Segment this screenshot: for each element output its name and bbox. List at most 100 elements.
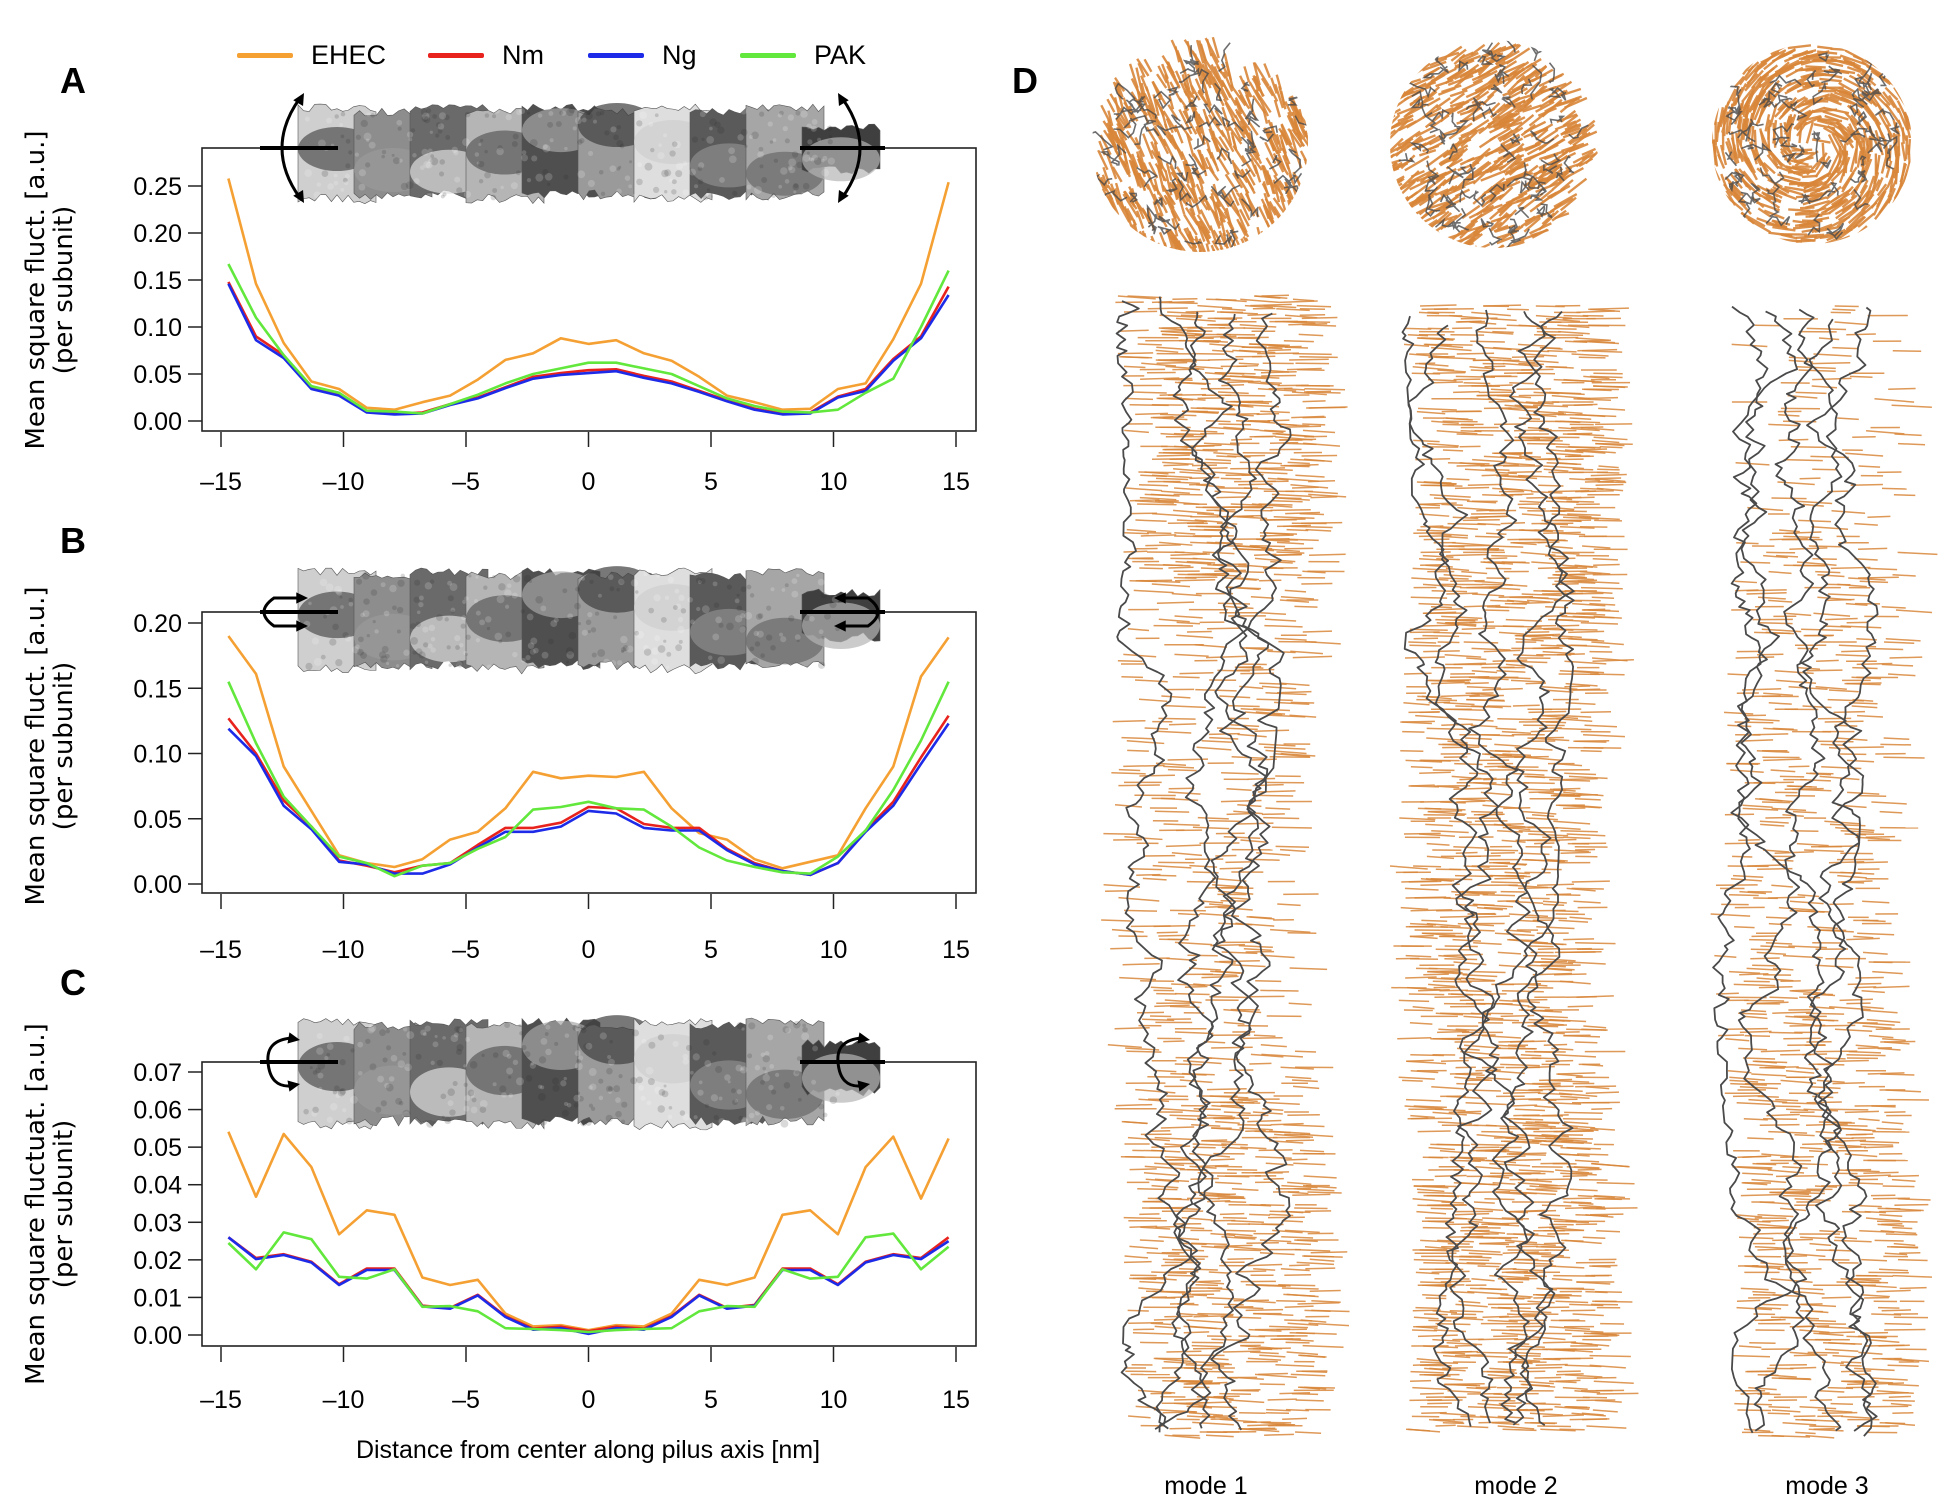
displacement-vector — [1591, 439, 1620, 444]
protein-texture — [754, 1064, 761, 1071]
displacement-vector — [1390, 167, 1400, 177]
protein-texture — [529, 139, 538, 147]
displacement-vector — [1310, 1251, 1348, 1254]
displacement-vector — [1599, 446, 1623, 449]
displacement-vector — [1456, 800, 1486, 803]
displacement-vector — [1162, 1411, 1198, 1414]
displacement-vector — [1238, 944, 1273, 949]
displacement-vector — [1247, 120, 1259, 136]
displacement-vector — [1123, 365, 1146, 369]
protein-texture — [436, 1059, 443, 1067]
displacement-vector — [1390, 160, 1393, 171]
displacement-vector — [1284, 1305, 1314, 1308]
protein-texture — [749, 135, 754, 140]
protein-texture — [784, 583, 789, 588]
displacement-vector — [1416, 1210, 1447, 1215]
protein-texture — [566, 1102, 572, 1108]
displacement-vector — [1538, 1085, 1574, 1088]
displacement-vector — [1455, 705, 1488, 708]
protein-texture — [555, 121, 562, 127]
displacement-vector — [1165, 191, 1175, 209]
displacement-vector — [1259, 1252, 1295, 1256]
displacement-vector — [1108, 133, 1118, 150]
displacement-vector — [1309, 1289, 1341, 1292]
displacement-vector — [1151, 583, 1191, 588]
protein-texture — [770, 644, 776, 651]
protein-texture — [470, 1090, 476, 1096]
displacement-vector — [1470, 369, 1492, 372]
displacement-vector — [1210, 192, 1219, 219]
displacement-vector — [1123, 1216, 1162, 1220]
displacement-vector — [1126, 1050, 1162, 1053]
displacement-vector — [1473, 1201, 1495, 1204]
displacement-vector — [1478, 1337, 1519, 1341]
displacement-vector — [1417, 1204, 1454, 1207]
displacement-vector — [1145, 544, 1181, 547]
protein-texture — [770, 587, 775, 592]
protein-texture — [811, 118, 818, 125]
displacement-vector — [1575, 1214, 1609, 1217]
displacement-vector — [1538, 336, 1579, 339]
displacement-vector — [1176, 634, 1214, 639]
displacement-vector — [1598, 465, 1619, 469]
protein-texture — [598, 1078, 604, 1084]
displacement-vector — [1421, 919, 1448, 922]
protein-texture — [535, 595, 544, 604]
displacement-vector — [1191, 365, 1224, 370]
displacement-vector — [1458, 718, 1494, 722]
displacement-vector — [1454, 1354, 1486, 1357]
protein-texture — [751, 657, 759, 666]
displacement-vector — [1564, 685, 1591, 688]
displacement-vector — [1223, 514, 1262, 518]
displacement-vector — [1275, 74, 1283, 91]
protein-texture — [630, 579, 639, 587]
displacement-vector — [1176, 621, 1200, 625]
displacement-vector — [1163, 1040, 1185, 1043]
x-tick-label: –15 — [200, 936, 242, 964]
protein-texture — [663, 133, 668, 138]
displacement-vector — [1163, 1158, 1189, 1161]
protein-texture — [333, 180, 339, 186]
displacement-vector — [1137, 62, 1146, 78]
displacement-vector — [1186, 192, 1196, 216]
displacement-vector — [1264, 429, 1286, 433]
displacement-vector — [1101, 188, 1114, 205]
displacement-vector — [1124, 532, 1149, 535]
displacement-vector — [1570, 644, 1610, 648]
displacement-vector — [1208, 70, 1221, 95]
displacement-vector — [1555, 618, 1590, 623]
displacement-vector — [1569, 1418, 1610, 1421]
displacement-vector — [1541, 1015, 1568, 1019]
displacement-vector — [1281, 1236, 1314, 1239]
displacement-vector — [1203, 442, 1240, 446]
displacement-vector — [1416, 1188, 1445, 1193]
mode-1-view — [1092, 36, 1350, 1439]
protein-texture — [530, 1062, 534, 1066]
protein-texture — [817, 578, 825, 586]
displacement-vector — [1547, 442, 1570, 446]
displacement-vector — [1206, 1087, 1247, 1091]
displacement-vector — [1526, 413, 1567, 416]
displacement-vector — [1206, 1114, 1233, 1118]
protein-texture — [531, 155, 538, 162]
displacement-vector — [1528, 790, 1555, 794]
protein-texture — [349, 1095, 358, 1104]
displacement-vector — [1508, 406, 1536, 410]
protein-texture — [510, 182, 518, 190]
displacement-vector — [1405, 976, 1437, 979]
displacement-vector — [1427, 442, 1459, 447]
protein-texture — [456, 1048, 463, 1055]
protein-texture — [442, 1036, 446, 1040]
displacement-vector — [1192, 352, 1225, 355]
displacement-vector — [1112, 720, 1146, 723]
displacement-vector — [1219, 959, 1260, 963]
displacement-vector — [1540, 958, 1576, 962]
protein-texture — [613, 1085, 621, 1093]
protein-texture — [403, 649, 410, 656]
displacement-vector — [1282, 154, 1290, 170]
protein-texture — [396, 119, 403, 126]
displacement-vector — [1519, 500, 1544, 504]
displacement-vector — [1488, 356, 1512, 360]
protein-texture — [526, 111, 531, 115]
